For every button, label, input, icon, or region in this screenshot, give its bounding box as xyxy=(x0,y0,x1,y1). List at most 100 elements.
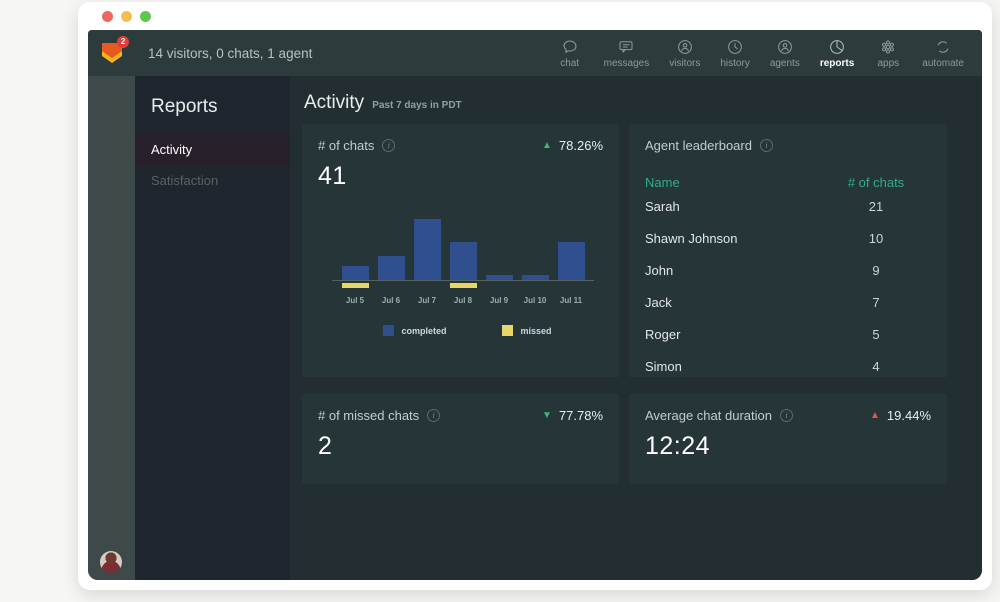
nav-label: agents xyxy=(769,58,800,69)
agent-chat-count: 4 xyxy=(872,358,880,374)
bar-segment-completed xyxy=(485,275,513,280)
bar-jul-6 xyxy=(377,219,405,280)
x-axis-label: Jul 5 xyxy=(345,296,365,305)
nav-item-history[interactable]: history xyxy=(710,33,759,73)
delta-indicator: ▲ 19.44% xyxy=(870,408,931,423)
card-title: Average chat duration xyxy=(645,408,772,423)
sidebar-title: Reports xyxy=(151,96,218,117)
reports-icon xyxy=(828,38,846,56)
delta-up-icon: ▲ xyxy=(542,140,552,151)
agent-name: Simon xyxy=(645,358,682,374)
nav-item-chat[interactable]: chat xyxy=(546,33,594,73)
main-content: Activity Past 7 days in PDT # of chats i… xyxy=(290,76,982,580)
legend-swatch-missed xyxy=(502,325,514,336)
bar-jul-8 xyxy=(449,219,477,288)
nav-label: chat xyxy=(560,58,580,69)
card-agent-leaderboard: Agent leaderboard i Name # of chats Sara… xyxy=(629,124,947,377)
chats-value: 41 xyxy=(318,162,347,190)
chart-x-axis: Jul 5 Jul 6 Jul 7 Jul 8 Jul 9 Jul 10 Jul 11 xyxy=(332,296,594,305)
top-nav: chat messages visitors history agents reports… xyxy=(546,33,982,73)
sidebar-item-satisfaction[interactable]: Satisfaction xyxy=(151,173,219,188)
nav-label: messages xyxy=(603,58,650,69)
legend-item-completed: completed xyxy=(383,325,446,336)
nav-label: apps xyxy=(877,58,900,69)
close-window-button[interactable] xyxy=(102,10,113,22)
app-logo[interactable]: 2 xyxy=(88,30,136,76)
bar-segment-completed xyxy=(377,256,405,280)
delta-value: 19.44% xyxy=(886,408,931,423)
missed-chats-value: 2 xyxy=(318,432,333,460)
leaderboard-rows: Sarah 21 Shawn Johnson 10 John 9 Jack 7 Roger 5 Si… xyxy=(645,190,931,377)
visitors-icon xyxy=(676,38,694,56)
leaderboard-row: Shawn Johnson 10 xyxy=(645,222,931,254)
page-header: Activity Past 7 days in PDT xyxy=(302,88,982,124)
bar-segment-completed xyxy=(341,266,369,280)
page-subtitle: Past 7 days in PDT xyxy=(372,100,462,111)
bar-jul-7 xyxy=(413,219,441,280)
cards-grid: # of chats i ▲ 78.26% 41 Jul 5 Jul 6 Jul 7… xyxy=(302,124,947,484)
agent-name: Jack xyxy=(645,294,672,310)
body-row: Reports Activity Satisfaction Activity P… xyxy=(88,76,982,580)
card-header: # of chats i ▲ 78.26% xyxy=(318,138,603,153)
legend-label: missed xyxy=(520,325,552,336)
bar-segment-completed xyxy=(521,275,549,280)
bar-jul-10 xyxy=(521,219,549,280)
app-content: 2 14 visitors, 0 chats, 1 agent chat mess… xyxy=(88,30,982,580)
app-window: 2 14 visitors, 0 chats, 1 agent chat mess… xyxy=(78,2,992,590)
nav-label: reports xyxy=(819,58,855,69)
leaderboard-row: Sarah 21 xyxy=(645,190,931,222)
bar-segment-missed xyxy=(449,283,477,288)
info-icon[interactable]: i xyxy=(427,409,441,422)
delta-up-icon: ▲ xyxy=(870,410,880,421)
delta-value: 77.78% xyxy=(558,408,603,423)
bar-segment-completed xyxy=(413,219,441,280)
legend-item-missed: missed xyxy=(502,325,552,336)
card-missed-chats: # of missed chats i ▼ 77.78% 2 xyxy=(302,394,619,484)
nav-item-automate[interactable]: automate xyxy=(912,33,974,73)
info-icon[interactable]: i xyxy=(759,139,773,152)
agent-chat-count: 10 xyxy=(868,230,884,246)
agent-name: Roger xyxy=(645,326,681,342)
delta-value: 78.26% xyxy=(558,138,603,153)
card-average-chat-duration: Average chat duration i ▲ 19.44% 12:24 xyxy=(629,394,947,484)
bar-segment-missed xyxy=(341,283,369,288)
leaderboard-row: Simon 4 xyxy=(645,350,931,377)
agent-chat-count: 5 xyxy=(872,326,880,342)
nav-label: history xyxy=(720,58,750,69)
page-title: Activity xyxy=(304,92,365,113)
nav-item-reports[interactable]: reports xyxy=(810,33,864,73)
x-axis-label: Jul 8 xyxy=(453,296,473,305)
column-header-chats: # of chats xyxy=(847,175,905,190)
status-text: 14 visitors, 0 chats, 1 agent xyxy=(148,45,313,61)
card-header: Agent leaderboard i xyxy=(645,138,931,153)
nav-item-visitors[interactable]: visitors xyxy=(659,33,710,73)
column-header-name: Name xyxy=(645,175,680,190)
sidebar: Reports Activity Satisfaction xyxy=(135,76,290,580)
card-title: # of chats xyxy=(318,138,375,153)
card-header: # of missed chats i ▼ 77.78% xyxy=(318,408,603,423)
info-icon[interactable]: i xyxy=(779,409,793,422)
minimize-window-button[interactable] xyxy=(121,10,132,22)
info-icon[interactable]: i xyxy=(382,139,396,152)
nav-label: visitors xyxy=(669,58,701,69)
x-axis-label: Jul 10 xyxy=(523,296,547,305)
fullscreen-window-button[interactable] xyxy=(140,10,151,22)
sidebar-item-activity[interactable]: Activity xyxy=(135,134,290,165)
user-avatar[interactable] xyxy=(100,551,122,573)
history-icon xyxy=(726,38,744,56)
nav-item-messages[interactable]: messages xyxy=(594,33,660,73)
nav-item-agents[interactable]: agents xyxy=(760,33,810,73)
apps-icon xyxy=(879,38,897,56)
card-title: Agent leaderboard xyxy=(645,138,752,153)
delta-indicator: ▲ 78.26% xyxy=(542,138,603,153)
nav-label: automate xyxy=(922,58,964,69)
top-bar: 2 14 visitors, 0 chats, 1 agent chat mess… xyxy=(88,30,982,76)
nav-item-apps[interactable]: apps xyxy=(864,33,912,73)
bar-segment-completed xyxy=(449,242,477,280)
leaderboard-row: Jack 7 xyxy=(645,286,931,318)
bar-jul-9 xyxy=(485,219,513,280)
x-axis-label: Jul 6 xyxy=(381,296,401,305)
card-title: # of missed chats xyxy=(318,408,420,423)
bar-jul-11 xyxy=(557,219,585,280)
automate-icon xyxy=(934,38,952,56)
